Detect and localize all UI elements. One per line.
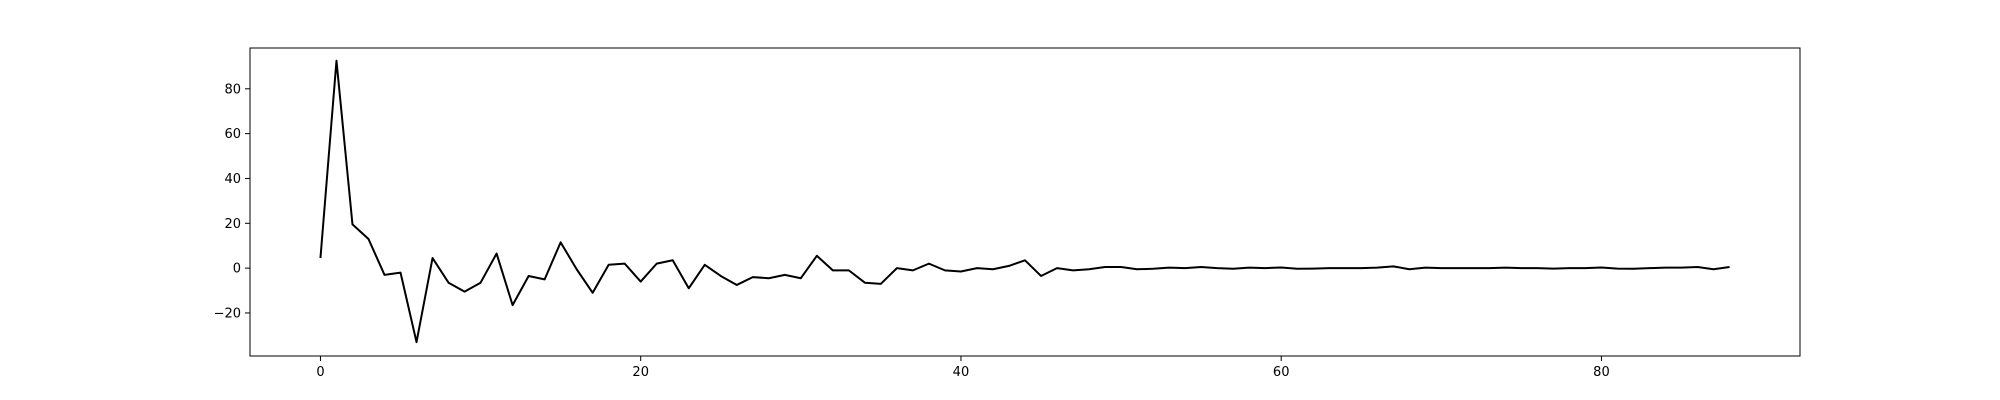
- y-tick-label: 80: [224, 82, 241, 97]
- plot-frame: [249, 47, 1801, 357]
- y-tick-label: 60: [224, 127, 241, 142]
- y-tick-label: 40: [224, 172, 241, 187]
- x-tick-label: 0: [316, 365, 324, 380]
- x-tick-label: 20: [632, 365, 649, 380]
- y-tick-label: 0: [233, 262, 241, 277]
- series-line: [319, 59, 1730, 344]
- plot-area: [250, 48, 1800, 356]
- series-group: [319, 59, 1730, 344]
- x-tick-label: 40: [953, 365, 970, 380]
- x-tick-label: 80: [1593, 365, 1610, 380]
- x-tick-label: 60: [1273, 365, 1290, 380]
- axis-ticks: 0 20 40 60 80 −20 0 20 40 60 80: [214, 82, 1610, 380]
- y-tick-label: 20: [224, 217, 241, 232]
- y-tick-label: −20: [214, 306, 241, 321]
